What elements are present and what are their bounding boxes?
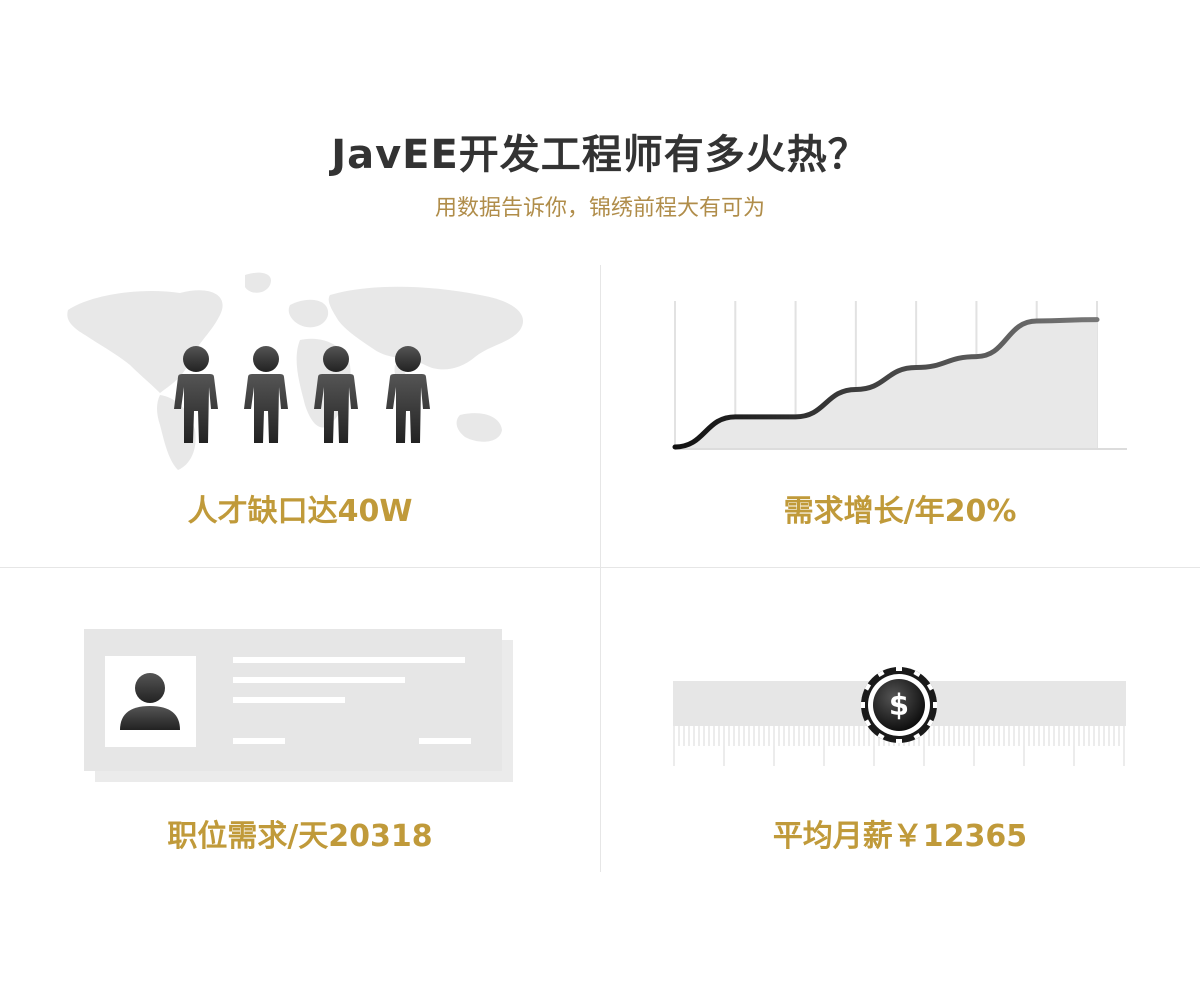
coin-notch (877, 670, 885, 678)
person-icon (314, 346, 358, 443)
coin-notch (913, 670, 921, 678)
coin-notch (861, 702, 865, 708)
coin-notch (864, 683, 872, 691)
card-line (419, 738, 471, 744)
growth-chart (672, 301, 1127, 450)
page-title: JavEE开发工程师有多火热？ (331, 132, 869, 178)
coin-notch (896, 667, 902, 671)
person-icon (174, 346, 218, 443)
svg-text:$: $ (889, 688, 909, 722)
coin-notch (926, 683, 934, 691)
stat-avg-salary: 平均月薪￥12365 (772, 819, 1028, 854)
coin-notch (864, 719, 872, 727)
coin-notch (877, 732, 885, 740)
page-subtitle: 用数据告诉你，锦绣前程大有可为 (434, 196, 765, 221)
avatar-icon (120, 673, 180, 730)
card-line (233, 738, 285, 744)
world-map-icon (67, 272, 524, 470)
card-line (233, 697, 345, 703)
card-line (233, 657, 465, 663)
chart-line (672, 317, 1100, 450)
card-line (233, 677, 405, 683)
person-icon (244, 346, 288, 443)
stat-talent-gap: 人才缺口达40W (187, 494, 413, 529)
dollar-coin-icon: $ (861, 667, 937, 743)
coin-notch (933, 702, 937, 708)
coin-notch (913, 732, 921, 740)
vertical-divider (600, 265, 601, 872)
person-icon (386, 346, 430, 443)
chart-area (675, 319, 1097, 449)
coin-notch (896, 739, 902, 743)
coin-notch (926, 719, 934, 727)
stat-daily-positions: 职位需求/天20318 (167, 819, 433, 854)
stat-demand-growth: 需求增长/年20% (783, 494, 1017, 529)
horizontal-divider (0, 567, 1200, 568)
